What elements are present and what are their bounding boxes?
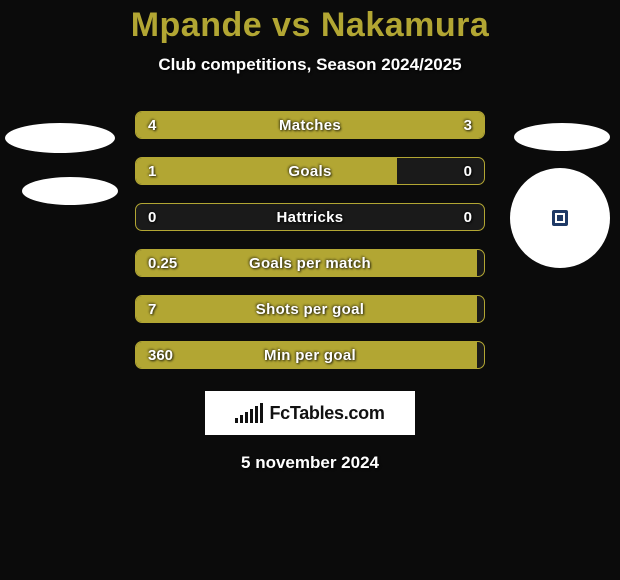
bar-icon-segment — [260, 403, 263, 423]
stat-label: Goals per match — [249, 250, 371, 277]
bar-icon-segment — [250, 409, 253, 423]
stat-row: 1 Goals 0 — [135, 157, 485, 185]
stat-value-right: 0 — [464, 204, 472, 231]
title-left: Mpande — [131, 6, 262, 44]
stat-label: Shots per goal — [256, 296, 364, 323]
stat-label: Hattricks — [277, 204, 344, 231]
player-left-badge-placeholder — [22, 177, 118, 205]
stat-value-right: 3 — [464, 112, 472, 139]
stat-value-left: 7 — [148, 296, 156, 323]
club-badge-icon — [552, 210, 568, 226]
stat-value-left: 0.25 — [148, 250, 177, 277]
bar-chart-icon — [235, 403, 263, 423]
brand-text: FcTables.com — [269, 403, 384, 424]
brand-badge: FcTables.com — [205, 391, 415, 435]
player-right-club-badge — [510, 168, 610, 268]
page-title: Mpande vs Nakamura — [0, 6, 620, 45]
stat-value-right: 0 — [464, 158, 472, 185]
stat-row: 7 Shots per goal — [135, 295, 485, 323]
stat-label: Min per goal — [264, 342, 356, 369]
title-right: Nakamura — [321, 6, 489, 44]
stats-list: 4 Matches 3 1 Goals 0 0 Hattricks 0 0.25 Goals per… — [135, 111, 485, 369]
stat-value-left: 4 — [148, 112, 156, 139]
stat-label: Goals — [288, 158, 331, 185]
stat-value-left: 360 — [148, 342, 173, 369]
stat-label: Matches — [279, 112, 341, 139]
bar-icon-segment — [235, 418, 238, 423]
stat-value-left: 0 — [148, 204, 156, 231]
stat-row: 360 Min per goal — [135, 341, 485, 369]
stat-row: 0 Hattricks 0 — [135, 203, 485, 231]
player-right-avatar-placeholder — [514, 123, 610, 151]
bar-icon-segment — [240, 415, 243, 423]
player-left-avatar-placeholder — [5, 123, 115, 153]
footer-date: 5 november 2024 — [0, 453, 620, 473]
title-vs: vs — [272, 6, 311, 44]
stat-row: 0.25 Goals per match — [135, 249, 485, 277]
stat-value-left: 1 — [148, 158, 156, 185]
page-subtitle: Club competitions, Season 2024/2025 — [0, 55, 620, 75]
stat-fill-left — [136, 158, 397, 184]
bar-icon-segment — [255, 406, 258, 423]
stat-row: 4 Matches 3 — [135, 111, 485, 139]
bar-icon-segment — [245, 412, 248, 423]
stat-fill-right — [334, 112, 484, 138]
comparison-card: Mpande vs Nakamura Club competitions, Se… — [0, 0, 620, 580]
